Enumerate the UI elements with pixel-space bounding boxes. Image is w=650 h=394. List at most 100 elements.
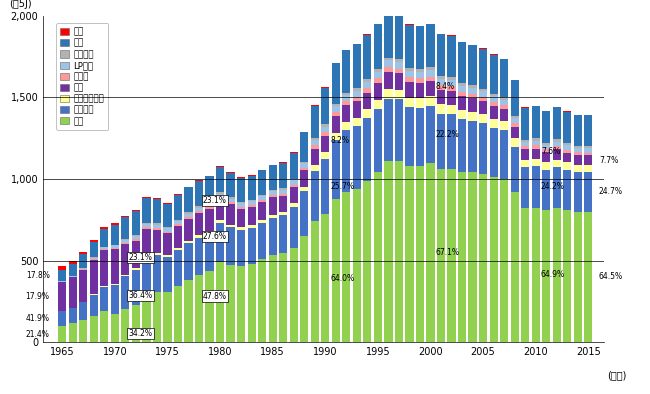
Bar xyxy=(584,146,592,148)
Bar xyxy=(185,219,192,241)
Bar xyxy=(321,136,330,152)
Bar xyxy=(532,208,540,342)
Bar xyxy=(447,80,456,86)
Bar xyxy=(111,223,119,225)
Bar xyxy=(216,223,224,262)
Bar xyxy=(216,166,224,167)
Bar xyxy=(353,101,361,117)
Bar xyxy=(195,213,203,235)
Bar xyxy=(311,165,319,171)
Bar xyxy=(395,59,403,62)
Bar xyxy=(216,192,224,194)
Bar xyxy=(258,220,266,223)
Bar xyxy=(511,123,519,127)
Bar xyxy=(174,224,182,226)
Bar xyxy=(395,99,403,161)
Bar xyxy=(489,128,498,177)
Bar xyxy=(458,119,466,173)
Bar xyxy=(395,69,403,73)
Bar xyxy=(111,284,119,285)
Bar xyxy=(384,12,393,58)
Bar xyxy=(216,194,224,197)
Bar xyxy=(226,197,235,199)
Bar xyxy=(374,24,382,69)
Text: 25.7%: 25.7% xyxy=(331,182,354,191)
Bar xyxy=(479,174,488,342)
Bar xyxy=(532,106,540,139)
Bar xyxy=(237,227,245,230)
Bar xyxy=(100,227,109,229)
Bar xyxy=(268,195,277,197)
Bar xyxy=(321,88,330,125)
Bar xyxy=(153,292,161,342)
Text: 8.2%: 8.2% xyxy=(331,136,350,145)
Bar xyxy=(163,255,172,256)
Bar xyxy=(469,121,476,173)
Bar xyxy=(100,287,109,311)
Bar xyxy=(500,97,508,100)
Bar xyxy=(500,59,508,97)
Bar xyxy=(521,149,529,160)
Text: 7.7%: 7.7% xyxy=(599,156,618,165)
Bar xyxy=(268,197,277,215)
Bar xyxy=(342,95,350,101)
Bar xyxy=(300,168,308,171)
Bar xyxy=(542,162,551,169)
Bar xyxy=(258,223,266,259)
Bar xyxy=(237,208,245,227)
Bar xyxy=(248,176,255,200)
Bar xyxy=(552,139,561,142)
Bar xyxy=(258,170,266,171)
Bar xyxy=(58,282,66,311)
Bar xyxy=(574,172,582,212)
Bar xyxy=(426,24,435,67)
Text: 7.6%: 7.6% xyxy=(541,147,560,156)
Bar xyxy=(447,36,456,78)
Bar xyxy=(342,101,350,105)
Bar xyxy=(163,204,172,227)
Bar xyxy=(290,153,298,179)
Text: 36.4%: 36.4% xyxy=(129,291,153,300)
Bar xyxy=(195,238,203,275)
Bar xyxy=(248,175,255,176)
Bar xyxy=(142,294,151,342)
Text: 17.9%: 17.9% xyxy=(25,292,49,301)
Bar xyxy=(479,114,488,123)
Bar xyxy=(395,62,403,69)
Bar xyxy=(406,24,413,68)
Bar xyxy=(511,116,519,119)
Bar xyxy=(268,190,277,191)
Bar xyxy=(174,248,182,250)
Bar xyxy=(153,228,161,230)
Bar xyxy=(258,200,266,202)
Bar xyxy=(563,150,571,152)
Bar xyxy=(532,159,540,166)
Bar xyxy=(374,69,382,72)
Bar xyxy=(437,104,445,114)
Text: 67.1%: 67.1% xyxy=(436,248,460,257)
Bar xyxy=(416,69,424,72)
Bar xyxy=(511,138,519,147)
Bar xyxy=(342,105,350,122)
Bar xyxy=(153,255,161,292)
Bar xyxy=(416,166,424,342)
Bar xyxy=(132,268,140,269)
Bar xyxy=(511,119,519,123)
Bar xyxy=(69,277,77,308)
Bar xyxy=(479,89,488,91)
Bar xyxy=(216,197,224,199)
Bar xyxy=(132,305,140,342)
Bar xyxy=(489,55,498,94)
Bar xyxy=(279,216,287,253)
Bar xyxy=(79,302,87,320)
Y-axis label: (ခ5J): (ခ5J) xyxy=(10,0,32,9)
Bar xyxy=(584,148,592,152)
Bar xyxy=(363,35,371,79)
Bar xyxy=(406,82,413,98)
Text: 24.7%: 24.7% xyxy=(599,187,623,196)
Bar xyxy=(532,139,540,141)
Bar xyxy=(90,257,98,258)
Bar xyxy=(205,176,214,201)
Bar xyxy=(574,152,582,155)
Bar xyxy=(437,114,445,169)
